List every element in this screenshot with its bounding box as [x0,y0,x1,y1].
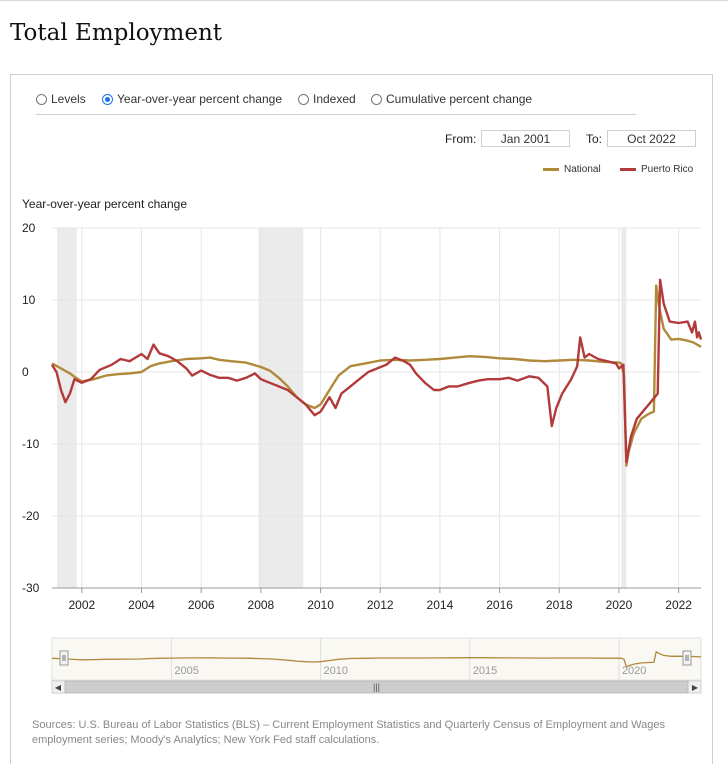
to-date-input[interactable]: Oct 2022 [607,130,696,147]
legend-item-puerto-rico[interactable]: Puerto Rico [620,164,693,175]
legend-swatch-national [543,168,559,171]
tab-label: Year-over-year percent change [117,92,282,106]
legend-label: National [564,164,601,175]
radio-icon[interactable] [371,93,382,105]
radio-selected-icon[interactable] [102,93,113,105]
legend-swatch-puerto-rico [620,168,636,171]
top-divider [0,0,728,4]
tab-cumulative-percent-change[interactable]: Cumulative percent change [371,90,532,108]
view-mode-tabs: Levels Year-over-year percent change Ind… [36,90,636,115]
tab-label: Levels [51,92,86,106]
y-axis-title: Year-over-year percent change [22,197,187,211]
tab-indexed[interactable]: Indexed [298,90,356,108]
from-date-input[interactable]: Jan 2001 [481,130,570,147]
tab-levels[interactable]: Levels [36,90,86,108]
sources-note: Sources: U.S. Bureau of Labor Statistics… [32,719,665,746]
chart-panel [10,74,713,764]
to-label: To: [586,132,603,146]
radio-icon[interactable] [36,93,47,105]
tab-year-over-year[interactable]: Year-over-year percent change [102,90,282,108]
tab-label: Indexed [313,92,356,106]
tab-label: Cumulative percent change [386,92,533,106]
radio-icon[interactable] [298,93,309,105]
legend-label: Puerto Rico [641,164,694,175]
page-title: Total Employment [10,20,223,46]
from-label: From: [445,132,477,146]
legend-item-national[interactable]: National [543,164,601,175]
